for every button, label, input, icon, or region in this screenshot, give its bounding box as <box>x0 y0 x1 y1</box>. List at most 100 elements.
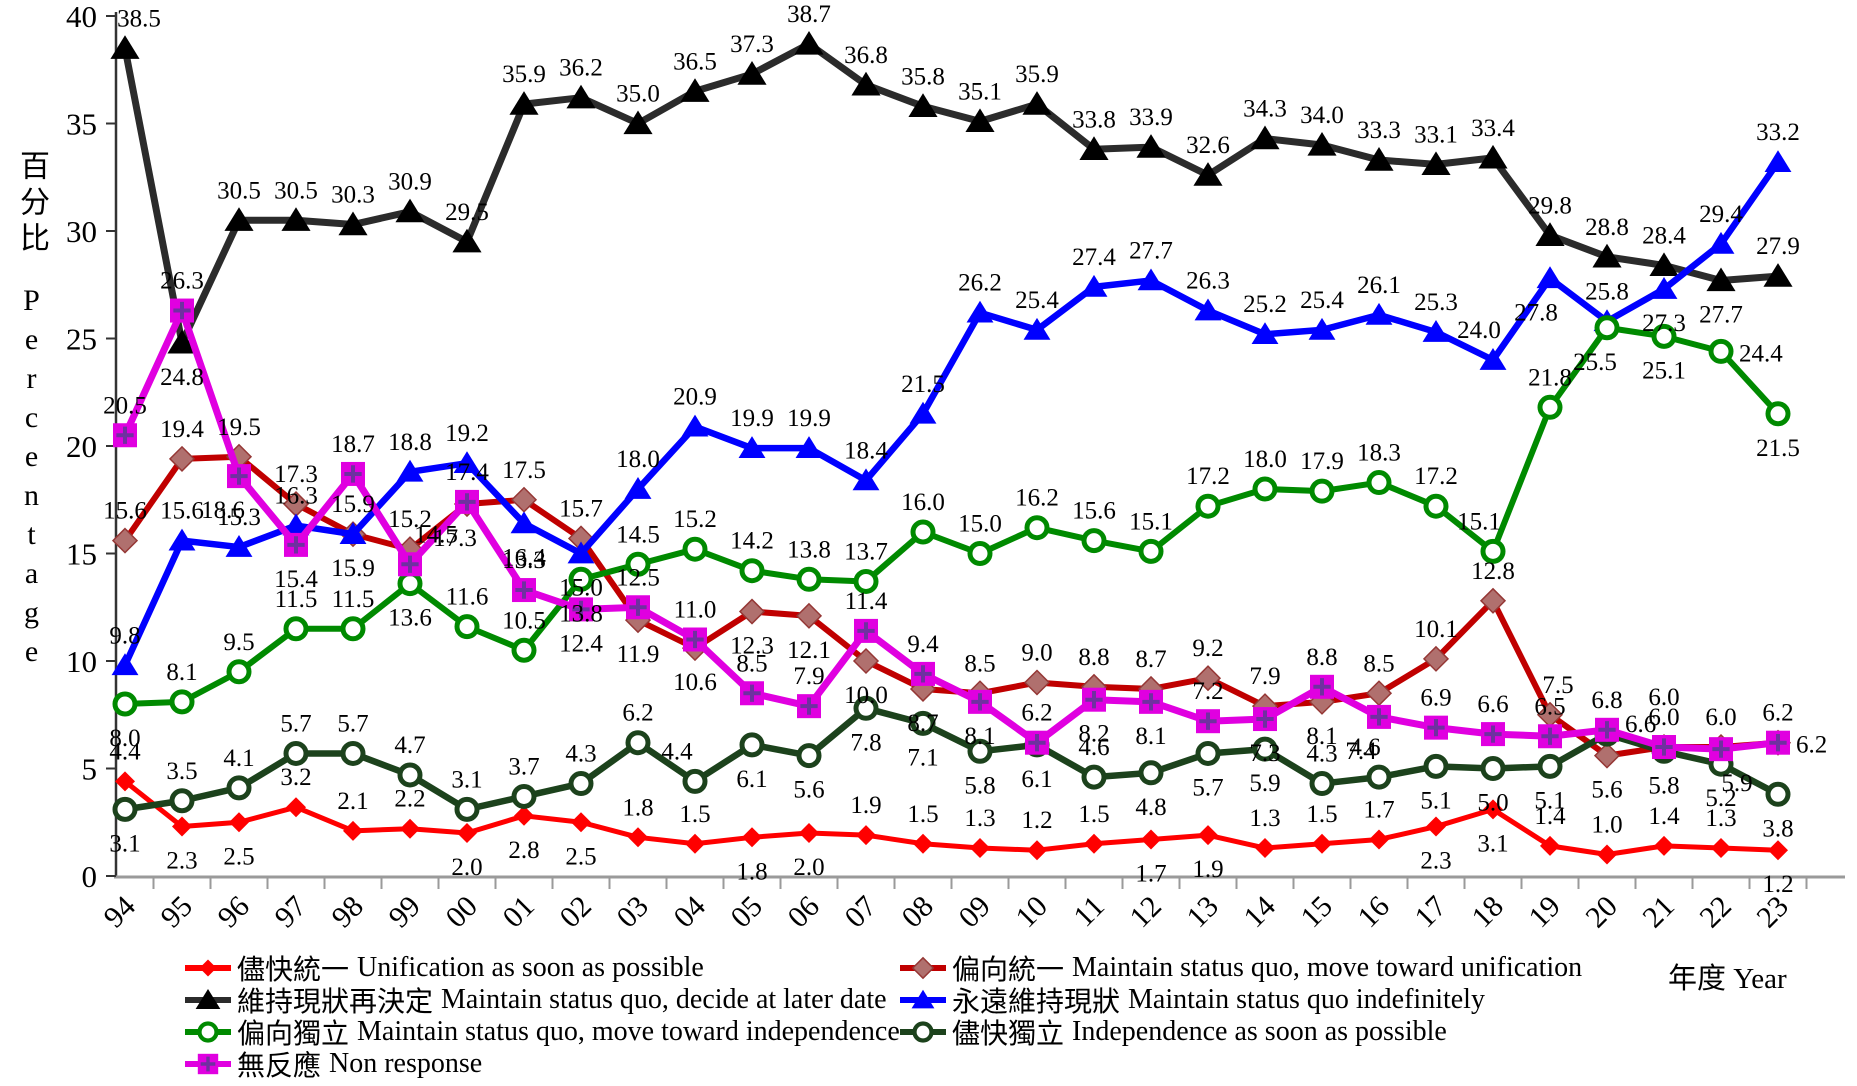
independence-asap-data-label: 4.3 <box>565 741 596 768</box>
non-response-data-label: 6.0 <box>1648 704 1679 731</box>
series-line-status-quo-indefinitely <box>121 158 1782 669</box>
lean-unification-data-label: 12.3 <box>730 633 774 660</box>
independence-asap-data-label: 5.2 <box>1705 785 1736 812</box>
independence-asap-marker-circle <box>910 710 936 736</box>
non-response-marker-plus <box>1427 719 1445 737</box>
independence-asap-data-label: 4.6 <box>1078 734 1109 761</box>
lean-independence-data-label: 16.2 <box>1015 485 1059 512</box>
legend-label-zh: 永遠維持現狀 <box>952 987 1121 1018</box>
independence-asap-data-label: 4.8 <box>1135 794 1166 821</box>
legend-label-en: Non response <box>329 1048 483 1079</box>
lean-unification-marker-diamond <box>1479 587 1507 614</box>
status-quo-decide-later-marker-triangle <box>1763 263 1793 287</box>
status-quo-indefinitely-marker-triangle <box>624 477 652 499</box>
status-quo-indefinitely-marker-triangle <box>1707 231 1735 254</box>
status-quo-decide-later-data-label: 27.9 <box>1756 233 1800 260</box>
independence-asap-data-label: 4.3 <box>1306 741 1337 768</box>
unification-asap-marker-diamond <box>1141 829 1161 850</box>
non-response-marker-plus <box>344 465 362 483</box>
lean-independence-data-label: 17.2 <box>1186 463 1230 490</box>
status-quo-decide-later-data-label: 35.0 <box>616 81 660 108</box>
status-quo-indefinitely-marker-triangle <box>966 300 994 323</box>
independence-asap-marker-circle <box>967 738 993 764</box>
unification-asap-marker-diamond <box>1711 838 1731 859</box>
status-quo-decide-later-marker-triangle <box>851 71 881 96</box>
independence-asap-data-label: 3.5 <box>166 758 197 785</box>
status-quo-indefinitely-data-label: 25.2 <box>1243 291 1287 318</box>
status-quo-indefinitely-marker-triangle <box>1650 277 1678 299</box>
legend-label-en: Independence as soon as possible <box>1072 1016 1447 1047</box>
unification-asap-marker-diamond <box>856 825 876 846</box>
independence-asap-marker-circle <box>1081 764 1107 790</box>
non-response-marker-plus <box>200 1056 216 1072</box>
non-response-data-label: 6.6 <box>1477 691 1508 718</box>
non-response-data-label: 6.5 <box>1534 693 1565 720</box>
status-quo-decide-later-data-label: 29.8 <box>1528 192 1572 219</box>
x-tick-label: 08 <box>895 890 940 935</box>
unification-asap-marker-diamond <box>913 833 933 854</box>
independence-asap-marker-circle <box>1423 753 1449 779</box>
lean-independence-marker-circle <box>796 566 822 592</box>
non-response-data-label: 8.2 <box>1078 721 1109 748</box>
status-quo-decide-later-data-label: 33.1 <box>1414 121 1458 148</box>
series-status-quo-decide-later <box>110 30 1793 354</box>
unification-asap-marker-diamond <box>685 833 705 854</box>
x-tick-label: 97 <box>268 890 313 935</box>
status-quo-decide-later-data-label: 38.5 <box>117 5 161 32</box>
non-response-marker-plus <box>1541 727 1559 745</box>
x-tick-label: 19 <box>1522 890 1567 935</box>
unification-asap-data-label: 2.5 <box>565 843 596 870</box>
independence-asap-data-label: 5.7 <box>1192 774 1223 801</box>
lean-unification-data-label: 11.9 <box>617 641 660 668</box>
independence-asap-data-label: 4.1 <box>223 745 254 772</box>
lean-unification-data-label: 10.6 <box>673 669 717 696</box>
status-quo-indefinitely-marker-triangle <box>738 436 766 458</box>
independence-asap-data-label: 4.6 <box>1349 734 1380 761</box>
status-quo-indefinitely-data-label: 33.2 <box>1756 119 1800 146</box>
unification-asap-marker-diamond <box>1483 799 1503 820</box>
y-tick-label: 25 <box>66 322 97 357</box>
lean-independence-marker-circle <box>1252 476 1278 502</box>
lean-unification-data-label: 9.0 <box>1021 640 1052 667</box>
status-quo-indefinitely-marker-triangle <box>1536 266 1564 289</box>
lean-unification-data-label: 19.4 <box>160 416 204 443</box>
status-quo-decide-later-data-label: 30.9 <box>388 169 432 196</box>
lean-independence-marker-circle <box>1195 493 1221 519</box>
status-quo-indefinitely-data-label: 29.4 <box>1699 201 1743 228</box>
lean-independence-marker-circle <box>1366 470 1392 496</box>
lean-unification-data-label: 7.5 <box>1542 672 1573 699</box>
status-quo-decide-later-data-label: 35.9 <box>1015 61 1059 88</box>
unification-asap-marker-diamond <box>970 838 990 859</box>
status-quo-indefinitely-marker-triangle <box>1080 274 1108 297</box>
status-quo-decide-later-data-label: 24.8 <box>160 364 204 391</box>
unification-asap-data-label: 2.2 <box>394 786 425 813</box>
status-quo-decide-later-marker-triangle <box>1136 134 1166 158</box>
legend-item-lean-unification: 偏向統一 Maintain status quo, move toward un… <box>898 952 1582 986</box>
non-response-data-label: 7.2 <box>1192 678 1223 705</box>
lean-independence-marker-circle <box>197 1021 219 1043</box>
lean-independence-data-label: 16.0 <box>901 489 945 516</box>
status-quo-indefinitely-data-label: 24.0 <box>1457 317 1501 344</box>
unification-asap-data-label: 2.1 <box>337 788 368 815</box>
non-response-marker-plus <box>1598 721 1616 739</box>
status-quo-decide-later-data-label: 35.1 <box>958 78 1002 105</box>
lean-independence-data-label: 18.0 <box>1243 446 1287 473</box>
non-response-marker-plus <box>515 581 533 599</box>
status-quo-indefinitely-data-label: 16.3 <box>274 483 318 510</box>
status-quo-indefinitely-marker-triangle <box>909 401 937 424</box>
independence-asap-marker-circle <box>1765 781 1791 807</box>
lean-independence-marker-circle <box>340 616 366 642</box>
unification-asap-marker-diamond <box>1027 840 1047 861</box>
status-quo-decide-later-marker-triangle <box>509 91 539 115</box>
x-axis-title-en: Year <box>1733 963 1787 995</box>
unification-asap-marker-diamond <box>1312 833 1332 854</box>
unification-asap-data-label: 1.3 <box>964 805 995 832</box>
unification-asap-data-label: 1.0 <box>1591 812 1622 839</box>
non-response-marker-plus <box>629 598 647 616</box>
status-quo-indefinitely-data-label: 15.0 <box>559 575 603 602</box>
unification-asap-data-label: 1.4 <box>1534 803 1566 830</box>
non-response-data-label: 12.5 <box>616 564 660 591</box>
status-quo-decide-later-data-label: 38.7 <box>787 1 831 28</box>
status-quo-decide-later-data-label: 35.9 <box>502 61 546 88</box>
